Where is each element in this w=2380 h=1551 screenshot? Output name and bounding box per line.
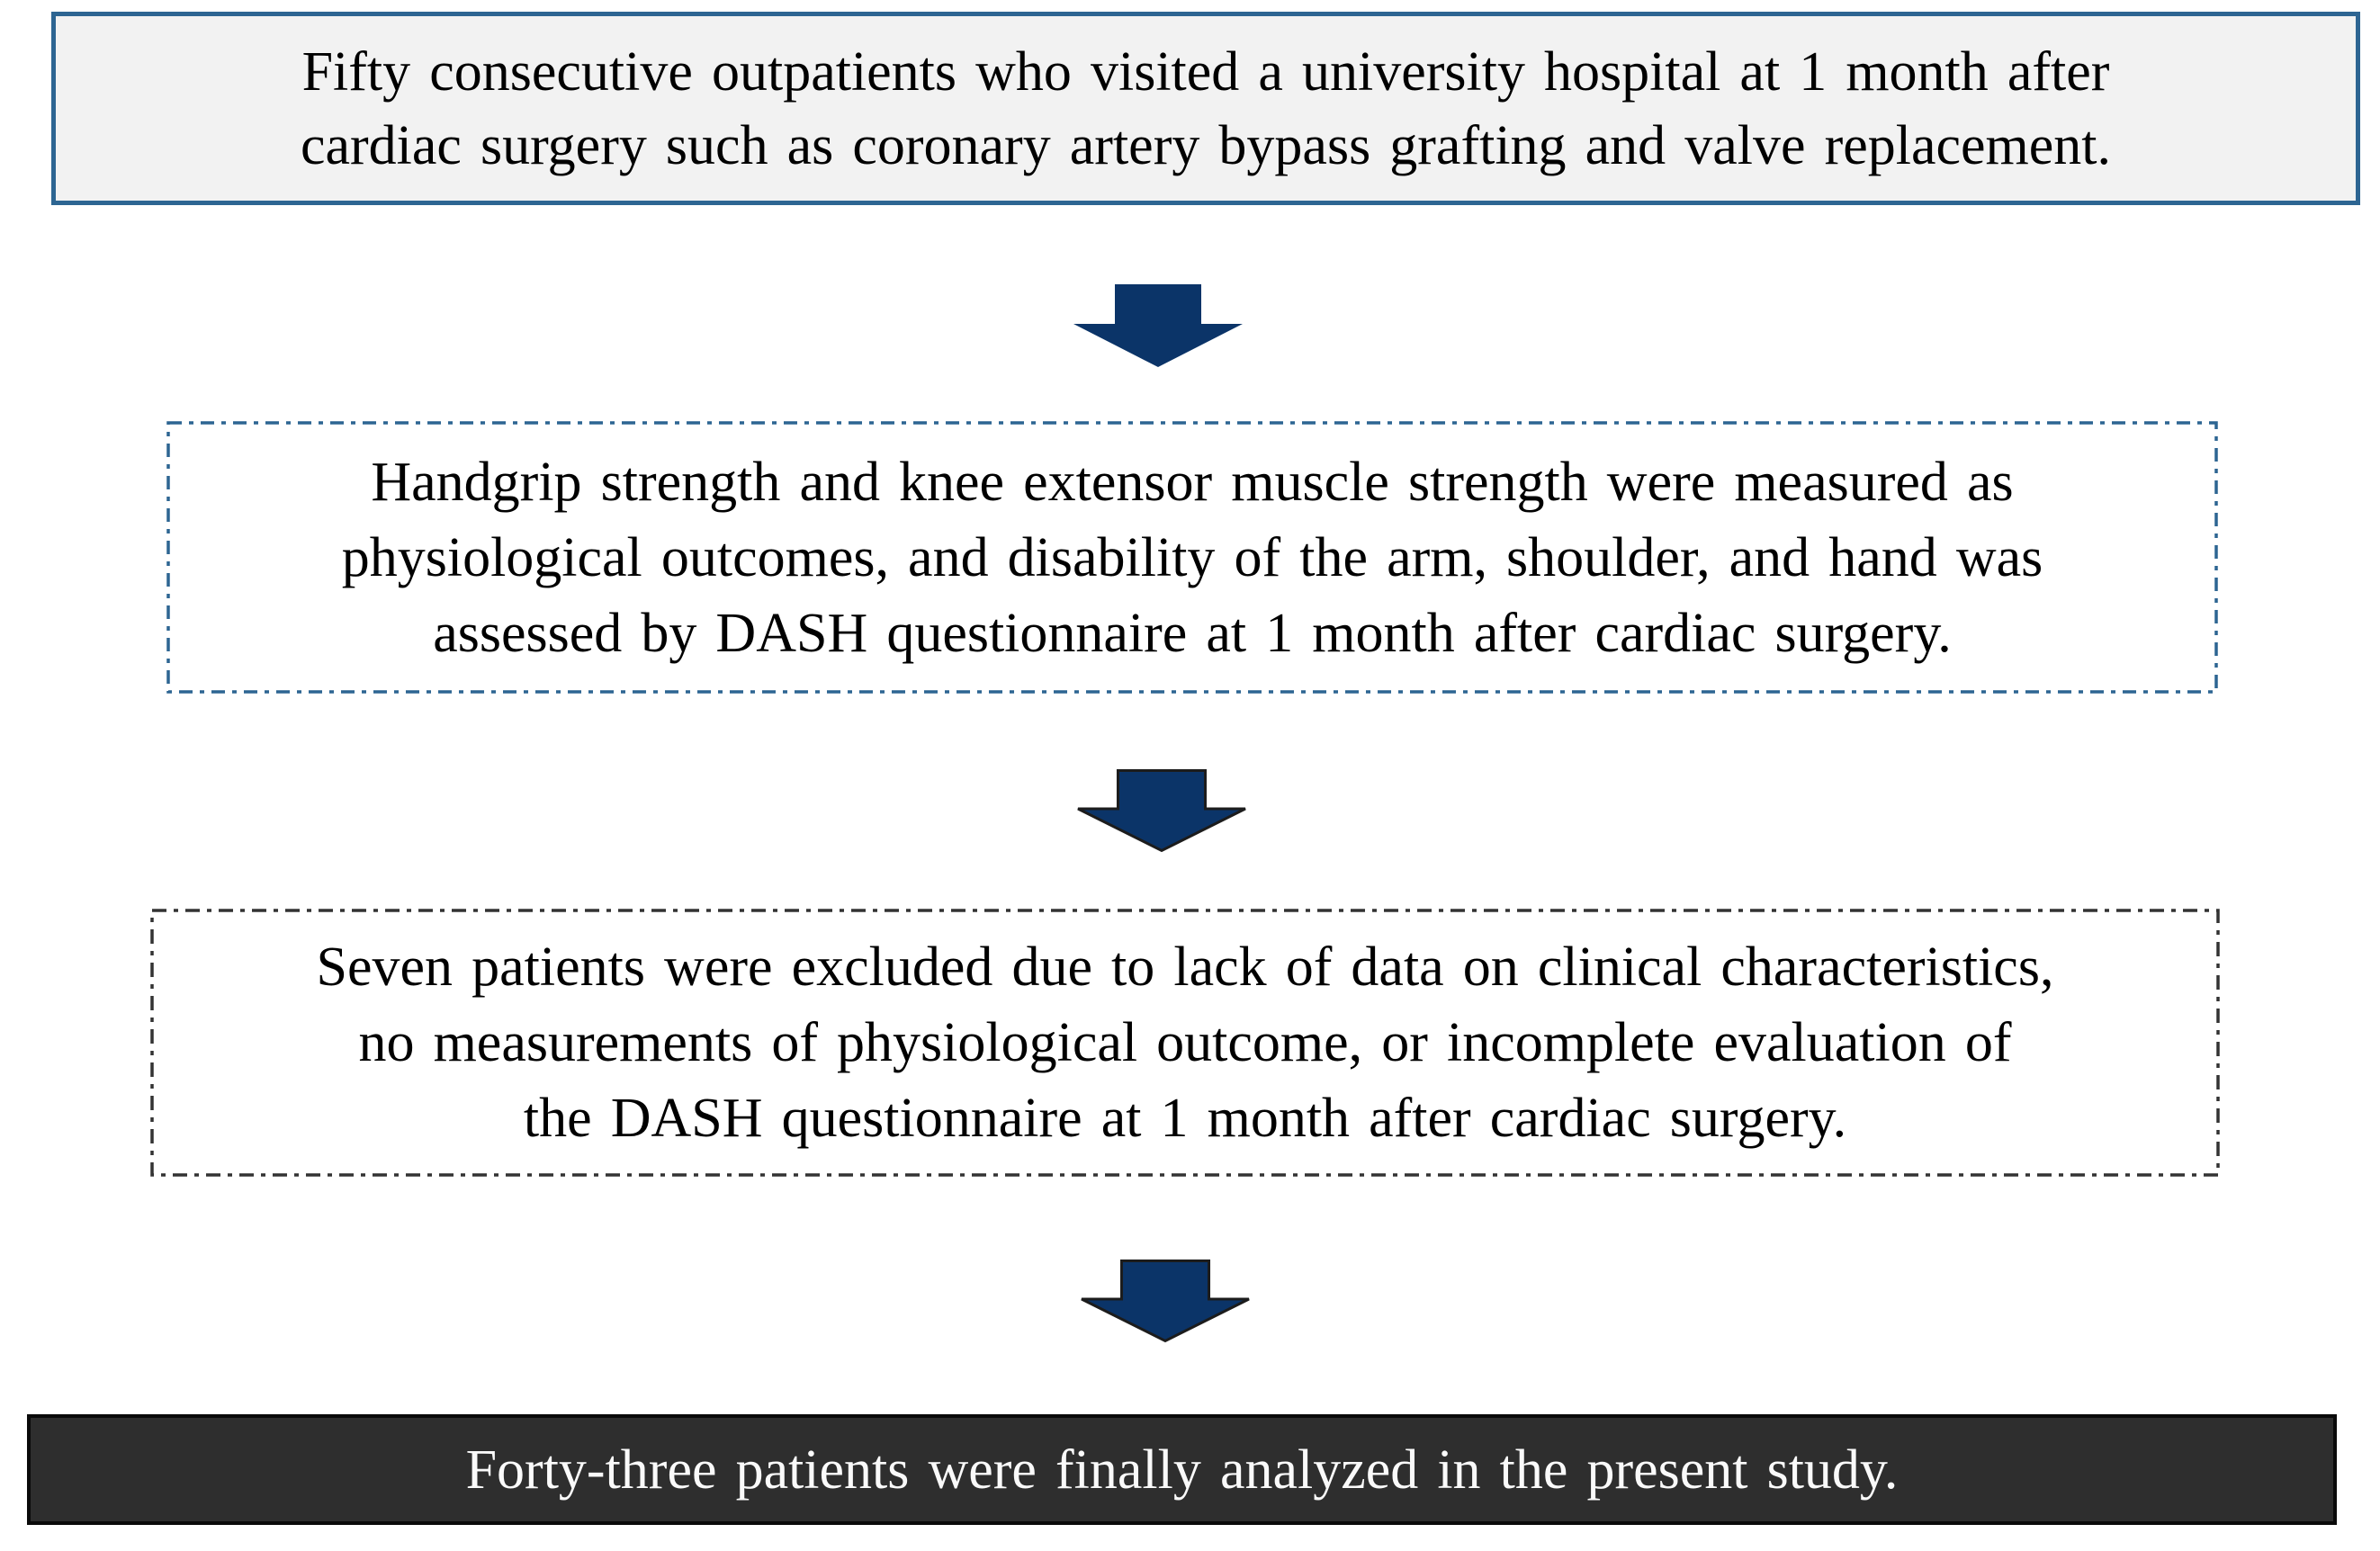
flow-box-population: Fifty consecutive outpatients who visite…	[51, 12, 2360, 205]
arrow-down-icon	[1081, 1260, 1250, 1343]
exclusion-line-1: Seven patients were excluded due to lack…	[316, 937, 2054, 998]
flow-arrow-down-1	[1073, 284, 1243, 367]
arrow-down-icon	[1077, 769, 1246, 853]
measurements-line-3: assessed by DASH questionnaire at 1 mont…	[433, 602, 1952, 664]
measurements-line-2: physiological outcomes, and disability o…	[341, 526, 2043, 588]
exclusion-line-3: the DASH questionnaire at 1 month after …	[523, 1088, 1847, 1149]
arrow-down-icon	[1073, 284, 1243, 367]
flow-arrow-down-3	[1081, 1260, 1250, 1343]
population-line-1: Fifty consecutive outpatients who visite…	[301, 40, 2110, 103]
final-line-1: Forty-three patients were finally analyz…	[465, 1439, 1899, 1501]
population-line-2: cardiac surgery such as coronary artery …	[301, 114, 2111, 176]
flow-box-exclusion: Seven patients were excluded due to lack…	[150, 909, 2220, 1177]
flow-box-final: Forty-three patients were finally analyz…	[27, 1414, 2337, 1525]
exclusion-line-2: no measurements of physiological outcome…	[358, 1012, 2012, 1073]
flow-box-measurements: Handgrip strength and knee extensor musc…	[166, 421, 2218, 694]
measurements-line-1: Handgrip strength and knee extensor musc…	[371, 451, 2014, 513]
flow-arrow-down-2	[1077, 769, 1246, 853]
